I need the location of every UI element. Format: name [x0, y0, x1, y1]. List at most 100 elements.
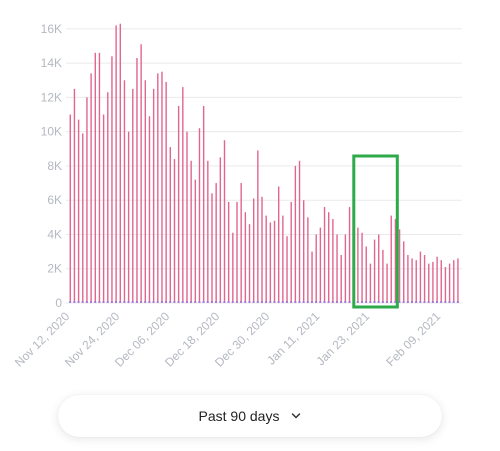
bar [119, 23, 121, 304]
bar [194, 179, 197, 303]
y-tick-label: 0 [55, 296, 62, 310]
bar-baseline-mark [77, 301, 80, 303]
bar-baseline-mark [244, 301, 247, 303]
bar-baseline-mark [194, 301, 197, 303]
x-tick-label: Jan 23, 2021 [313, 309, 372, 368]
bar [382, 249, 384, 303]
bar [336, 234, 338, 303]
bar [394, 219, 397, 303]
bar [111, 56, 113, 303]
bar [252, 198, 255, 303]
bar-baseline-mark [265, 301, 268, 303]
bar-baseline-mark [160, 301, 163, 303]
bar [152, 88, 155, 303]
highlight-box [352, 154, 399, 309]
bar [328, 212, 330, 303]
bar-baseline-mark [165, 301, 168, 303]
bar-baseline-mark [223, 301, 226, 303]
bar-baseline-mark [323, 301, 326, 303]
time-range-label: Past 90 days [198, 408, 280, 424]
bar [169, 147, 172, 303]
bar-baseline-mark [294, 301, 297, 303]
bar [323, 207, 326, 303]
bar-baseline-mark [385, 301, 388, 303]
bar-baseline-mark [240, 301, 243, 303]
bar-baseline-mark [127, 301, 130, 303]
bar-baseline-mark [340, 301, 343, 303]
bar [269, 222, 272, 303]
bar [290, 201, 292, 303]
bar-baseline-mark [381, 301, 384, 303]
bar-baseline-mark [369, 301, 372, 303]
bar-baseline-mark [327, 301, 330, 303]
bar [403, 241, 405, 303]
y-tick-label: 14K [41, 56, 62, 70]
bar [211, 193, 213, 303]
bar-baseline-mark [398, 301, 401, 303]
bar [298, 160, 301, 303]
bar [127, 131, 130, 303]
bar [102, 114, 105, 304]
bar [140, 44, 142, 304]
bar-baseline-mark [185, 301, 188, 303]
bar-baseline-mark [90, 301, 93, 303]
bar-baseline-mark [285, 301, 288, 303]
bar [440, 260, 442, 303]
bar [215, 183, 217, 303]
bar-baseline-mark [135, 301, 138, 303]
time-range-dropdown[interactable]: Past 90 days [58, 395, 442, 437]
bar [77, 119, 80, 303]
bar-baseline-mark [410, 301, 413, 303]
bar [261, 196, 263, 303]
bar [419, 251, 422, 303]
bar-baseline-mark [152, 301, 155, 303]
bar-baseline-mark [315, 301, 318, 303]
bar-baseline-mark [227, 301, 230, 303]
bar [182, 87, 184, 303]
bar-baseline-mark [319, 301, 322, 303]
bar [407, 255, 409, 303]
bar-baseline-mark [310, 301, 313, 303]
bar [227, 201, 230, 303]
bar-baseline-mark [298, 301, 301, 303]
bar-baseline-mark [202, 301, 205, 303]
bar [165, 81, 167, 303]
bar-baseline-mark [281, 301, 284, 303]
bar-baseline-mark [231, 301, 234, 303]
bar-baseline-mark [335, 301, 338, 303]
bar-baseline-mark [206, 301, 209, 303]
bar-baseline-mark [256, 301, 259, 303]
bar-baseline-mark [106, 301, 109, 303]
bar [436, 256, 438, 303]
bar-baseline-mark [190, 301, 193, 303]
bar-baseline-mark [360, 301, 363, 303]
grid-lines [66, 28, 462, 304]
bar [73, 88, 76, 303]
bar [223, 140, 226, 303]
bar [98, 52, 101, 304]
bar [286, 236, 288, 303]
bar [423, 255, 426, 303]
bar-baseline-mark [235, 301, 238, 303]
bar-baseline-mark [440, 301, 443, 303]
bar [161, 71, 163, 303]
bar-baseline-mark [331, 301, 334, 303]
bar [219, 157, 222, 303]
bar [444, 267, 447, 303]
bar-baseline-mark [69, 301, 72, 303]
bar-baseline-mark [273, 301, 276, 303]
bar-baseline-mark [415, 301, 418, 303]
bar-baseline-mark [344, 301, 347, 303]
bar [448, 263, 451, 303]
bar-baseline-mark [123, 301, 126, 303]
bar-series [69, 23, 459, 304]
bar [453, 260, 455, 303]
bar [82, 133, 84, 303]
bar [365, 246, 367, 303]
bar-baseline-mark [73, 301, 76, 303]
y-tick-label: 6K [47, 193, 62, 207]
bar-baseline-mark [427, 301, 430, 303]
bar-baseline-mark [140, 301, 143, 303]
